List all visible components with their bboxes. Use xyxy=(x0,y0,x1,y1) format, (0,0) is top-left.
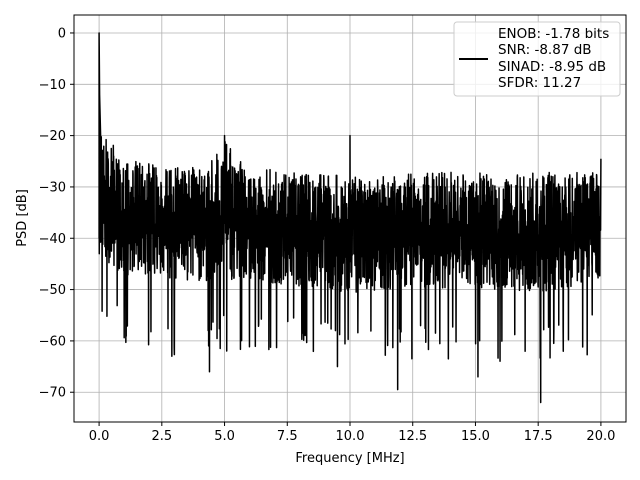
y-axis-ticks: 0 −10 −20 −30 −40 −50 −60 −70 xyxy=(39,26,74,401)
x-tick-label-7: 17.5 xyxy=(524,429,553,444)
x-axis-ticks: 0.0 2.5 5.0 7.5 10.0 12.5 15.0 17.5 20.0 xyxy=(89,422,615,444)
x-tick-label-2: 5.0 xyxy=(214,429,235,444)
x-tick-label-5: 12.5 xyxy=(398,429,427,444)
x-tick-label-0: 0.0 xyxy=(89,429,110,444)
legend-line-sfdr: SFDR: 11.27 xyxy=(498,75,581,91)
x-axis-label: Frequency [MHz] xyxy=(295,451,404,466)
legend-line-snr: SNR: -8.87 dB xyxy=(498,42,592,58)
y-axis-label: PSD [dB] xyxy=(15,189,30,247)
x-tick-label-6: 15.0 xyxy=(461,429,490,444)
y-tick-label-2: −20 xyxy=(39,129,66,144)
y-tick-label-6: −60 xyxy=(39,334,66,349)
y-tick-label-5: −50 xyxy=(39,283,66,298)
x-tick-label-8: 20.0 xyxy=(586,429,615,444)
y-tick-label-7: −70 xyxy=(39,386,66,401)
legend-line-sinad: SINAD: -8.95 dB xyxy=(498,59,606,75)
legend-box xyxy=(453,21,621,97)
x-tick-label-1: 2.5 xyxy=(151,429,172,444)
y-tick-label-1: −10 xyxy=(39,78,66,93)
y-tick-label-0: 0 xyxy=(58,26,66,41)
x-tick-label-4: 10.0 xyxy=(336,429,365,444)
psd-series-line xyxy=(98,32,602,404)
psd-trace xyxy=(98,32,602,404)
legend: ENOB: -1.78 bits SNR: -8.87 dB SINAD: -8… xyxy=(453,21,621,97)
x-tick-label-3: 7.5 xyxy=(277,429,298,444)
y-tick-label-4: −40 xyxy=(39,232,66,247)
y-tick-label-3: −30 xyxy=(39,180,66,195)
legend-line-enob: ENOB: -1.78 bits xyxy=(498,26,609,42)
